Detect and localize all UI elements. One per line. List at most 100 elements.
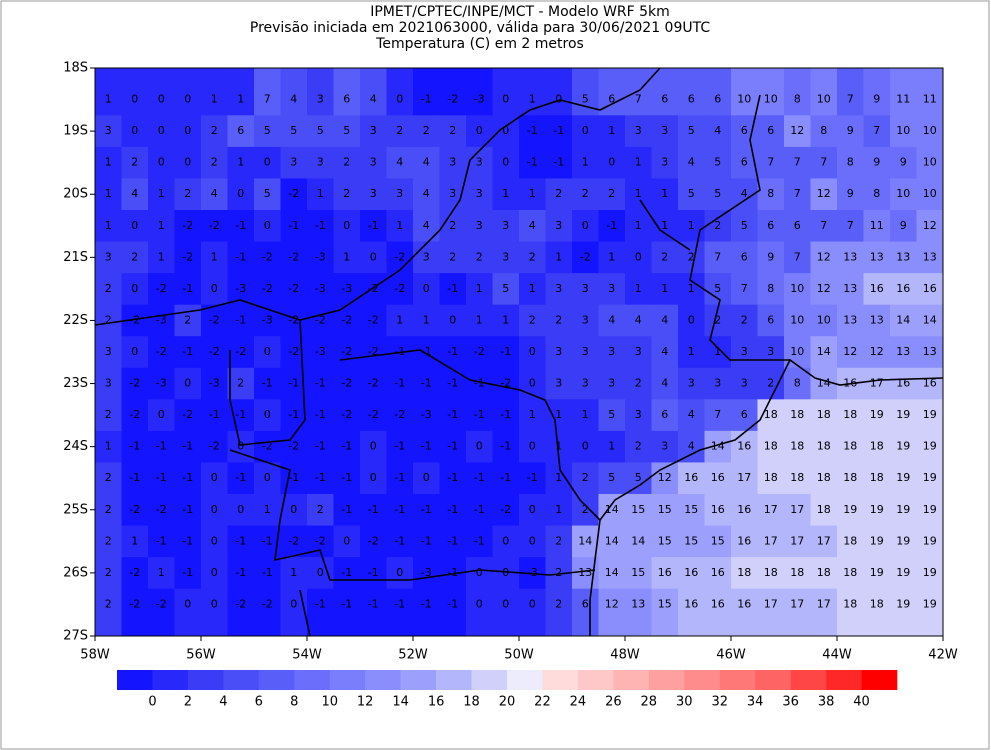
temperature-cell: [360, 336, 387, 369]
temperature-label: 2: [449, 219, 456, 232]
temperature-label: 0: [211, 282, 218, 295]
temperature-label: 5: [714, 187, 721, 200]
temperature-label: 0: [237, 503, 244, 516]
temperature-label: -2: [156, 282, 167, 295]
temperature-cell: [360, 525, 387, 558]
temperature-cell: [890, 241, 917, 274]
temperature-label: 0: [582, 124, 589, 137]
temperature-label: -1: [421, 440, 432, 453]
temperature-label: 17: [870, 377, 884, 390]
temperature-label: 2: [582, 471, 589, 484]
temperature-label: 7: [714, 250, 721, 263]
temperature-label: 15: [631, 566, 645, 579]
temperature-label: 3: [635, 345, 642, 358]
temperature-cell: [307, 68, 334, 116]
temperature-cell: [704, 462, 732, 495]
temperature-label: 2: [449, 250, 456, 263]
temperature-cell: [678, 241, 705, 274]
temperature-label: 1: [608, 250, 615, 263]
temperature-label: 4: [635, 313, 642, 326]
title-line: IPMET/CPTEC/INPE/MCT - Modelo WRF 5km: [370, 4, 670, 20]
temperature-label: 1: [105, 187, 112, 200]
temperature-label: 1: [555, 440, 562, 453]
temperature-label: 1: [688, 219, 695, 232]
temperature-label: 19: [923, 566, 937, 579]
temperature-label: -1: [182, 440, 193, 453]
temperature-label: -3: [262, 313, 273, 326]
temperature-label: 0: [184, 93, 191, 106]
temperature-label: 4: [688, 408, 695, 421]
temperature-cell: [572, 241, 599, 274]
colorbar-box: [329, 670, 366, 690]
temperature-cell: [280, 557, 308, 590]
temperature-cell: [678, 178, 705, 211]
colorbar-box: [719, 670, 756, 690]
temperature-label: -1: [156, 471, 167, 484]
colorbar-label: 10: [321, 695, 338, 710]
temperature-cell: [678, 273, 705, 306]
temperature-cell: [174, 494, 202, 527]
temperature-cell: [95, 399, 122, 432]
temperature-label: -1: [447, 471, 458, 484]
temperature-cell: [678, 146, 705, 179]
temperature-label: 4: [608, 313, 615, 326]
temperature-cell: [280, 304, 308, 337]
temperature-cell: [201, 241, 228, 274]
temperature-label: 5: [502, 282, 509, 295]
temperature-cell: [254, 68, 281, 116]
temperature-label: 2: [211, 124, 218, 137]
temperature-label: -2: [368, 345, 379, 358]
temperature-cell: [757, 557, 785, 590]
temperature-label: -2: [394, 282, 405, 295]
temperature-cell: [863, 399, 891, 432]
temperature-cell: [280, 178, 308, 211]
temperature-cell: [572, 462, 599, 495]
temperature-cell: [148, 494, 175, 527]
temperature-label: 10: [896, 187, 910, 200]
temperature-label: -2: [156, 345, 167, 358]
temperature-label: 14: [605, 566, 619, 579]
temperature-cell: [916, 399, 944, 432]
temperature-cell: [492, 146, 520, 179]
temperature-cell: [757, 367, 785, 400]
temperature-cell: [386, 430, 414, 463]
temperature-cell: [837, 304, 864, 337]
temperature-cell: [757, 115, 785, 148]
temperature-label: 5: [317, 124, 324, 137]
colorbar-box: [436, 670, 472, 690]
temperature-cell: [174, 68, 202, 116]
temperature-cell: [492, 336, 520, 369]
temperature-cell: [916, 241, 944, 274]
temperature-cell: [810, 210, 838, 243]
temperature-cell: [333, 241, 361, 274]
temperature-label: -1: [315, 219, 326, 232]
temperature-cell: [757, 336, 785, 369]
temperature-label: 1: [502, 187, 509, 200]
temperature-cell: [333, 367, 361, 400]
temperature-label: -1: [315, 408, 326, 421]
temperature-cell: [625, 399, 652, 432]
temperature-label: 14: [605, 534, 619, 547]
temperature-label: -2: [394, 408, 405, 421]
value-labels: 1 0 0 0 1 1 7 4 3 6 4 0 -1 -2 -3 0 1 0 5 6 7 6 6 6 10 10 8 10 7 9 11 11…: [105, 93, 937, 611]
temperature-label: 0: [237, 440, 244, 453]
temperature-label: 12: [843, 345, 857, 358]
temperature-cell: [625, 336, 652, 369]
temperature-label: 14: [923, 313, 937, 326]
temperature-cell: [678, 304, 705, 337]
temperature-cell: [572, 588, 599, 637]
temperature-label: 16: [684, 566, 698, 579]
temperature-label: 2: [714, 313, 721, 326]
temperature-cell: [121, 367, 149, 400]
temperature-label: 18: [843, 566, 857, 579]
temperature-cell: [466, 241, 493, 274]
temperature-label: 2: [211, 156, 218, 169]
temperature-cell: [466, 430, 493, 463]
temperature-cell: [810, 430, 838, 463]
temperature-cell: [227, 115, 255, 148]
temperature-cell: [492, 178, 520, 211]
temperature-cell: [227, 241, 255, 274]
temperature-label: 16: [737, 534, 751, 547]
temperature-cell: [413, 304, 440, 337]
